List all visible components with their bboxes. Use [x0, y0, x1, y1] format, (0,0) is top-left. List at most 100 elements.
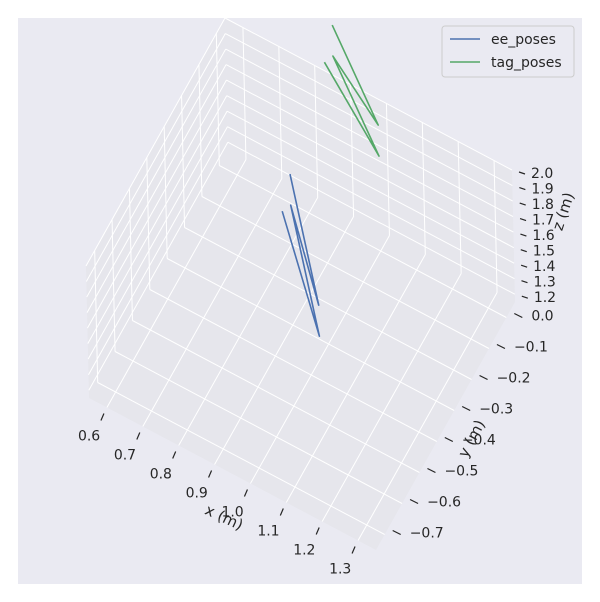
y-tick-label: −0.3	[479, 402, 513, 418]
left-grid-z	[86, 79, 227, 329]
x-tick-label: 1.0	[221, 505, 243, 521]
floor-grid-x	[321, 273, 462, 522]
x-tick-mark	[315, 527, 320, 535]
back-grid-x	[421, 122, 426, 255]
left-grid-z	[87, 110, 228, 360]
floor-grid-x	[357, 292, 498, 541]
y-tick-label: 0.0	[531, 309, 553, 325]
x-tick-label: 1.3	[329, 562, 351, 578]
z-tick-mark	[520, 233, 527, 237]
floor-grid-y	[219, 165, 507, 318]
y-tick-mark	[444, 436, 454, 443]
y-tick-mark	[392, 529, 401, 536]
z-tick-label: 1.8	[532, 197, 554, 213]
z-tick-label: 2.0	[531, 166, 553, 182]
z-tick-mark	[520, 249, 527, 253]
y-tick-mark	[514, 312, 523, 319]
y-tick-mark	[427, 467, 436, 474]
back-grid-x	[278, 46, 283, 179]
back-grid-z	[226, 110, 515, 264]
z-tick-label: 1.9	[531, 182, 553, 198]
z-tick-label: 1.2	[534, 290, 556, 306]
x-tick-mark	[208, 470, 213, 478]
floor-grid-x	[178, 197, 319, 446]
left-grid-y	[146, 157, 151, 290]
z-tick-label: 1.3	[533, 275, 555, 291]
z-tick-label: 1.6	[532, 228, 554, 244]
floor-grid-x	[214, 216, 354, 465]
back-grid-z	[225, 48, 513, 202]
x-tick-mark	[136, 432, 141, 440]
z-tick-mark	[519, 218, 527, 222]
back-wall-pane	[225, 18, 515, 302]
x-tick-mark	[172, 451, 177, 459]
z-tick-label: 1.7	[532, 213, 554, 229]
left-grid-z	[85, 33, 226, 282]
floor-grid-x	[285, 254, 426, 503]
floor-grid-x	[250, 235, 390, 484]
x-tick-label: 1.1	[257, 524, 279, 540]
floor-grid-x	[142, 178, 283, 427]
floor-grid-y	[132, 320, 420, 473]
z-tick-label: 1.5	[533, 244, 555, 260]
floor-grid-y	[184, 227, 472, 380]
x-tick-mark	[100, 413, 105, 421]
back-grid-x	[493, 160, 498, 293]
y-tick-mark	[479, 374, 488, 381]
legend: ee_poses tag_poses	[441, 25, 575, 78]
x-tick-label: 0.7	[114, 448, 136, 464]
left-grid-z	[88, 141, 229, 391]
y-tick-label: −0.2	[497, 371, 531, 387]
gridlines	[85, 17, 516, 541]
series-line-tag-poses	[323, 24, 380, 157]
left-grid-y	[215, 33, 220, 166]
y-tick-label: −0.7	[410, 526, 444, 542]
z-axis: 1.21.31.41.51.61.71.81.92.0	[518, 166, 556, 306]
left-grid-y	[163, 126, 168, 259]
y-tick-label: −0.4	[462, 433, 496, 449]
floor-grid-y	[114, 351, 403, 504]
left-grid-z	[87, 95, 228, 344]
x-tick-label: 0.9	[186, 486, 208, 502]
legend-label-ee-poses: ee_poses	[491, 32, 556, 48]
back-grid-z	[226, 79, 514, 233]
y-tick-mark	[461, 405, 471, 412]
back-grid-x	[314, 65, 319, 198]
back-grid-x	[385, 103, 390, 236]
y-tick-label: −0.1	[514, 340, 548, 356]
z-tick-mark	[521, 295, 529, 299]
z-tick-mark	[519, 202, 526, 206]
y-axis: 0.0 −0.1 −0.2 −0.3 −0.4 −0.5 −0.6 −0.7	[392, 309, 554, 542]
floor-grid-y	[201, 196, 490, 349]
x-tick-label: 1.2	[293, 543, 315, 559]
z-tick-mark	[518, 171, 526, 175]
x-tick-mark	[351, 546, 356, 554]
back-grid-x	[457, 141, 462, 274]
floor-grid-x	[106, 159, 247, 408]
series-lines	[281, 24, 380, 338]
left-grid-y	[94, 250, 99, 383]
back-grid-x	[242, 27, 247, 160]
z-tick-label: 1.4	[533, 259, 555, 275]
y-tick-label: −0.5	[444, 464, 478, 480]
y-tick-mark	[409, 498, 419, 505]
back-grid-z	[224, 17, 513, 171]
y-tick-mark	[496, 343, 506, 350]
x-tick-label: 0.6	[78, 429, 100, 445]
left-wall-pane	[86, 18, 228, 398]
left-grid-y	[198, 64, 203, 197]
left-grid-z	[86, 48, 227, 298]
left-grid-z	[86, 64, 227, 313]
y-tick-label: −0.6	[427, 495, 461, 511]
left-grid-y	[181, 95, 186, 228]
floor-grid-y	[166, 258, 455, 411]
back-grid-z	[227, 126, 515, 280]
floor-grid-y	[149, 289, 438, 442]
x-tick-mark	[243, 489, 248, 497]
floor-grid-y	[97, 382, 385, 535]
x-tick-mark	[279, 508, 284, 516]
back-grid-z	[227, 141, 516, 295]
z-tick-mark	[520, 264, 528, 268]
x-tick-label: 0.8	[150, 467, 172, 483]
back-grid-z	[226, 95, 514, 249]
